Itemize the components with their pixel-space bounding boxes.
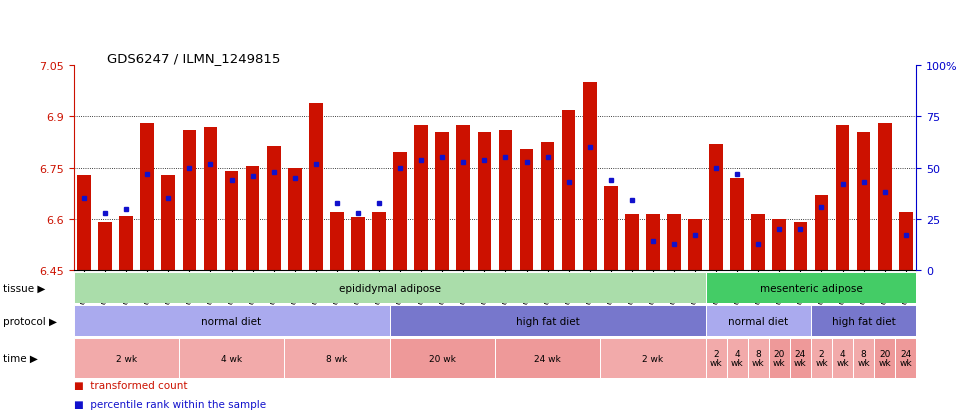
Text: 24 wk: 24 wk [534,354,561,363]
Bar [457,126,470,271]
Bar [896,339,916,378]
Bar [562,110,575,271]
Bar [706,306,811,337]
Bar [541,143,555,271]
Text: normal diet: normal diet [728,316,788,326]
Text: 20 wk: 20 wk [429,354,456,363]
Bar [519,150,533,271]
Bar [857,133,870,271]
Text: 4
wk: 4 wk [731,349,744,368]
Bar [288,169,302,271]
Bar [832,339,854,378]
Text: high fat diet: high fat diet [515,316,579,326]
Bar [74,273,706,304]
Text: normal diet: normal diet [202,316,262,326]
Bar [688,219,702,271]
Bar [874,339,896,378]
Text: tissue ▶: tissue ▶ [3,283,45,293]
Text: 8
wk: 8 wk [752,349,764,368]
Bar [836,126,850,271]
Bar [769,339,790,378]
Bar [140,124,154,271]
Bar [204,127,218,271]
Bar [752,214,765,271]
Bar [372,213,386,271]
Bar [583,83,597,271]
Bar [748,339,769,378]
Text: 2 wk: 2 wk [116,354,137,363]
Bar [604,187,617,271]
Bar [162,175,175,271]
Bar [77,175,91,271]
Text: GDS6247 / ILMN_1249815: GDS6247 / ILMN_1249815 [107,52,280,65]
Bar [772,219,786,271]
Bar [878,124,892,271]
Text: 8 wk: 8 wk [326,354,348,363]
Bar [246,166,260,271]
Bar [727,339,748,378]
Bar [794,223,808,271]
Bar [74,306,390,337]
Bar [351,218,365,271]
Bar [814,196,828,271]
Bar [625,214,639,271]
Bar [899,213,912,271]
Text: mesenteric adipose: mesenteric adipose [760,283,862,293]
Text: 4
wk: 4 wk [836,349,849,368]
Bar [710,145,723,271]
Bar [309,104,322,271]
Bar [600,339,706,378]
Bar [499,131,513,271]
Bar [415,126,428,271]
Text: 20
wk: 20 wk [773,349,786,368]
Bar [74,339,178,378]
Text: 8
wk: 8 wk [858,349,870,368]
Text: protocol ▶: protocol ▶ [3,316,57,326]
Text: 2
wk: 2 wk [815,349,828,368]
Text: 2 wk: 2 wk [642,354,663,363]
Bar [811,339,832,378]
Bar [646,214,660,271]
Bar [435,133,449,271]
Bar [811,306,916,337]
Bar [393,153,407,271]
Bar [224,172,238,271]
Text: epididymal adipose: epididymal adipose [338,283,441,293]
Bar [284,339,390,378]
Bar [730,178,744,271]
Bar [182,131,196,271]
Bar [854,339,874,378]
Bar [330,213,344,271]
Bar [267,146,280,271]
Bar [706,339,727,378]
Bar [667,214,681,271]
Text: 24
wk: 24 wk [794,349,807,368]
Text: high fat diet: high fat diet [832,316,896,326]
Text: ■  percentile rank within the sample: ■ percentile rank within the sample [74,399,266,408]
Bar [495,339,600,378]
Bar [178,339,284,378]
Text: time ▶: time ▶ [3,353,38,363]
Bar [120,216,133,271]
Text: 20
wk: 20 wk [878,349,891,368]
Text: ■  transformed count: ■ transformed count [74,380,187,390]
Bar [706,273,916,304]
Bar [790,339,811,378]
Text: 2
wk: 2 wk [710,349,722,368]
Bar [477,133,491,271]
Bar [390,339,495,378]
Bar [390,306,706,337]
Text: 24
wk: 24 wk [900,349,912,368]
Text: 4 wk: 4 wk [220,354,242,363]
Bar [98,223,112,271]
